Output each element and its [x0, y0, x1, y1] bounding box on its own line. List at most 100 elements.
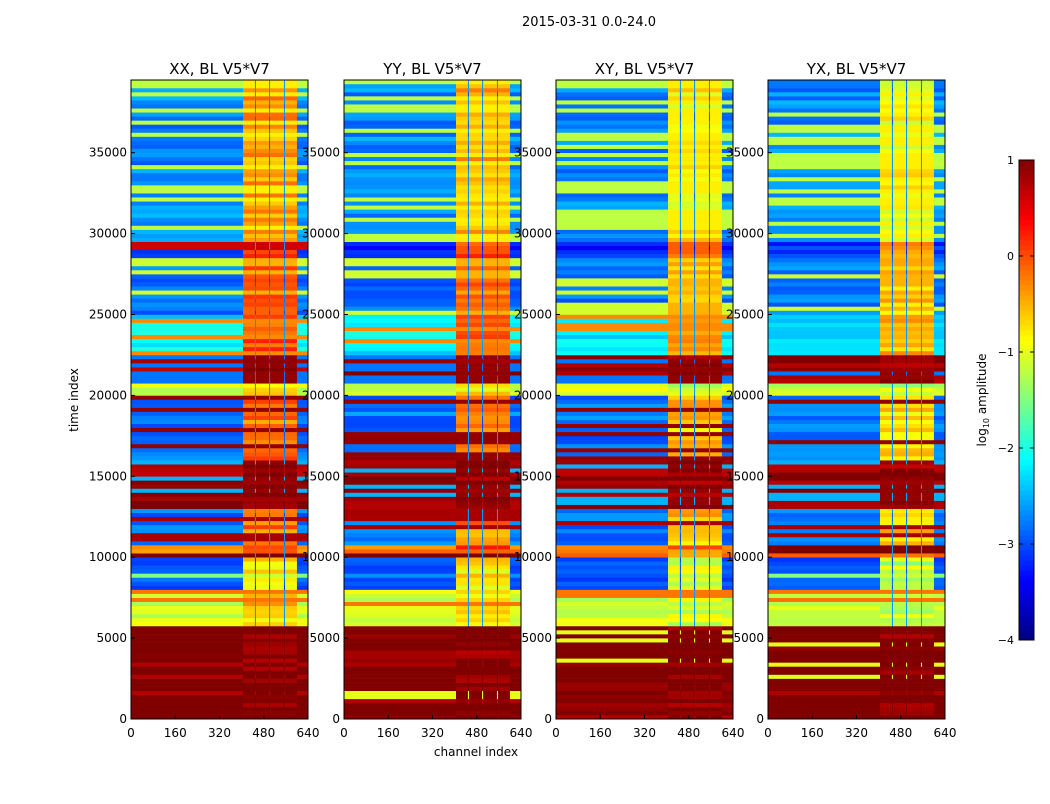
heatmap-cell — [456, 96, 468, 100]
heatmap-cell — [285, 399, 297, 403]
heatmap-cell — [498, 230, 510, 234]
heatmap-cell — [270, 642, 284, 646]
heatmap-cell — [243, 274, 255, 278]
heatmap-cell — [483, 650, 497, 654]
heatmap-cell — [880, 517, 892, 521]
heatmap-cell — [456, 626, 468, 630]
heatmap-cell — [270, 213, 284, 217]
heatmap-cell — [556, 128, 668, 132]
heatmap-cell — [469, 679, 482, 683]
heatmap-cell — [681, 517, 694, 521]
heatmap-cell — [668, 379, 680, 383]
heatmap-cell — [243, 234, 255, 238]
heatmap-cell — [483, 509, 497, 513]
heatmap-cell — [270, 310, 284, 314]
heatmap-cell — [695, 642, 709, 646]
heatmap-cell — [483, 505, 497, 509]
heatmap-cell — [256, 242, 269, 246]
heatmap-cell — [681, 80, 694, 84]
heatmap-cell — [256, 521, 269, 525]
heatmap-cell — [297, 590, 308, 594]
heatmap-cell — [270, 132, 284, 136]
heatmap-cell — [710, 185, 722, 189]
heatmap-cell — [695, 92, 709, 96]
heatmap-cell — [768, 428, 880, 432]
heatmap-cell — [880, 553, 892, 557]
heatmap-cell — [483, 618, 497, 622]
heatmap-cell — [344, 642, 456, 646]
heatmap-cell — [297, 379, 308, 383]
heatmap-cell — [297, 711, 308, 715]
heatmap-cell — [469, 468, 482, 472]
heatmap-cell — [510, 246, 521, 250]
heatmap-cell — [498, 96, 510, 100]
panel-title: XX, BL V5*V7 — [169, 60, 270, 78]
heatmap-cell — [907, 642, 921, 646]
heatmap-cell — [483, 468, 497, 472]
heatmap-cell — [131, 521, 243, 525]
heatmap-cell — [722, 331, 733, 335]
heatmap-cell — [695, 379, 709, 383]
heatmap-cell — [469, 201, 482, 205]
heatmap-cell — [556, 650, 668, 654]
heatmap-cell — [469, 448, 482, 452]
heatmap-cell — [270, 501, 284, 505]
heatmap-cell — [297, 100, 308, 104]
heatmap-cell — [722, 618, 733, 622]
heatmap-cell — [285, 116, 297, 120]
heatmap-cell — [297, 658, 308, 662]
heatmap-cell — [469, 282, 482, 286]
heatmap-cell — [893, 509, 906, 513]
heatmap-cell — [469, 331, 482, 335]
heatmap-cell — [510, 290, 521, 294]
y-tick-label: 25000 — [89, 308, 127, 322]
heatmap-cell — [498, 201, 510, 205]
heatmap-cell — [256, 278, 269, 282]
heatmap-cell — [556, 533, 668, 537]
heatmap-cell — [456, 302, 468, 306]
heatmap-cell — [456, 428, 468, 432]
heatmap-cell — [456, 230, 468, 234]
heatmap-cell — [722, 679, 733, 683]
heatmap-cell — [285, 298, 297, 302]
heatmap-cell — [510, 367, 521, 371]
heatmap-cell — [131, 529, 243, 533]
heatmap-cell — [880, 529, 892, 533]
heatmap-cell — [285, 165, 297, 169]
heatmap-cell — [344, 569, 456, 573]
heatmap-cell — [243, 201, 255, 205]
heatmap-cell — [256, 367, 269, 371]
heatmap-cell — [285, 120, 297, 124]
heatmap-cell — [498, 254, 510, 258]
heatmap-cell — [710, 80, 722, 84]
heatmap-cell — [880, 614, 892, 618]
heatmap-cell — [934, 670, 945, 674]
heatmap-cell — [768, 497, 880, 501]
heatmap-cell — [556, 476, 668, 480]
heatmap-cell — [668, 602, 680, 606]
heatmap-cell — [681, 375, 694, 379]
heatmap-cell — [934, 505, 945, 509]
heatmap-cell — [934, 711, 945, 715]
heatmap-cell — [880, 622, 892, 626]
heatmap-cell — [469, 622, 482, 626]
heatmap-cell — [131, 670, 243, 674]
heatmap-cell — [695, 497, 709, 501]
heatmap-cell — [556, 141, 668, 145]
heatmap-cell — [297, 452, 308, 456]
heatmap-cell — [922, 675, 934, 679]
heatmap-cell — [243, 230, 255, 234]
heatmap-cell — [483, 626, 497, 630]
heatmap-cell — [556, 242, 668, 246]
heatmap-cell — [880, 670, 892, 674]
heatmap-cell — [907, 630, 921, 634]
heatmap-cell — [695, 691, 709, 695]
heatmap-cell — [681, 270, 694, 274]
heatmap-cell — [668, 448, 680, 452]
heatmap-cell — [270, 294, 284, 298]
heatmap-cell — [243, 658, 255, 662]
heatmap-cell — [270, 521, 284, 525]
heatmap-cell — [243, 464, 255, 468]
heatmap-cell — [469, 205, 482, 209]
heatmap-cell — [510, 711, 521, 715]
